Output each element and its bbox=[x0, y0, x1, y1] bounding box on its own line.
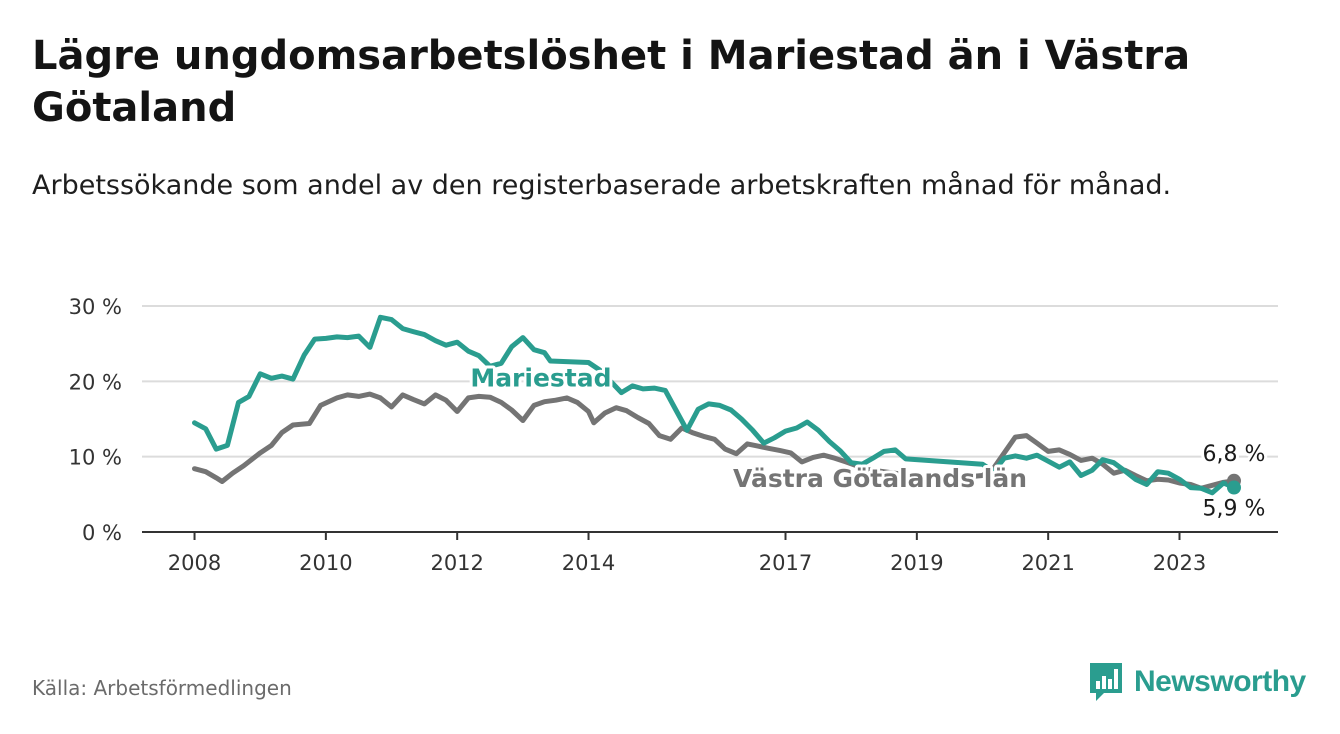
mariestad-series-label: Mariestad bbox=[470, 364, 611, 393]
chart-title: Lägre ungdomsarbetslöshet i Mariestad än… bbox=[32, 33, 1191, 131]
x-tick-label: 2008 bbox=[168, 551, 221, 575]
chart-subtitle: Arbetssökande som andel av den registerb… bbox=[32, 170, 1172, 201]
mariestad-line bbox=[192, 314, 1237, 496]
x-tick-label: 2019 bbox=[890, 551, 943, 575]
y-tick-label: 20 % bbox=[69, 370, 122, 394]
x-tick-label: 2012 bbox=[430, 551, 483, 575]
vastra-gotaland-end-value: 6,8 % bbox=[1203, 442, 1266, 467]
vastra-gotaland-series-label: Västra Götalands län bbox=[733, 464, 1027, 493]
mariestad-end-point bbox=[1227, 480, 1242, 495]
source-note: Källa: Arbetsförmedlingen bbox=[32, 676, 292, 700]
x-tick-label: 2021 bbox=[1021, 551, 1074, 575]
series-lines bbox=[192, 314, 1242, 496]
brand-logo: Newsworthy bbox=[1088, 660, 1306, 704]
x-axis: 2008 2010 2012 2014 2017 2019 2021 2023 bbox=[142, 531, 1278, 575]
vastra-gotaland-line bbox=[192, 391, 1237, 491]
newsworthy-logo-icon bbox=[1090, 663, 1122, 701]
y-tick-label: 30 % bbox=[69, 295, 122, 319]
series-labels: Mariestad Västra Götalands län 6,8 % 5,9 % bbox=[467, 361, 1268, 525]
y-tick-label: 0 % bbox=[82, 521, 122, 545]
x-tick-label: 2023 bbox=[1153, 551, 1206, 575]
gridlines: 0 % 10 % 20 % 30 % bbox=[69, 295, 1278, 545]
line-chart: 0 % 10 % 20 % 30 % 2008 2010 2012 2014 2017 2019… bbox=[69, 295, 1278, 575]
brand-name: Newsworthy bbox=[1134, 665, 1306, 698]
mariestad-end-value: 5,9 % bbox=[1203, 496, 1266, 521]
x-tick-label: 2010 bbox=[299, 551, 352, 575]
x-tick-label: 2017 bbox=[759, 551, 812, 575]
x-tick-label: 2014 bbox=[562, 551, 615, 575]
y-tick-label: 10 % bbox=[69, 446, 122, 470]
